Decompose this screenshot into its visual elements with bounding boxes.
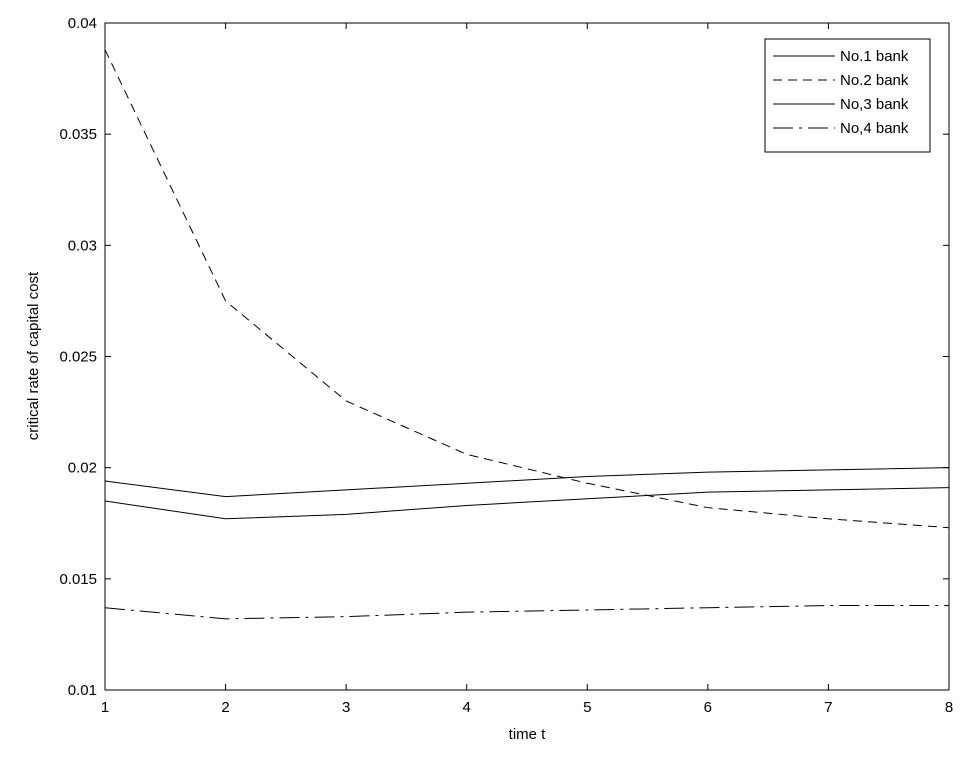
x-tick-label: 2 — [221, 699, 229, 716]
legend-label-4: No,4 bank — [840, 120, 909, 137]
x-tick-label: 4 — [463, 699, 471, 716]
x-tick-label: 1 — [101, 699, 109, 716]
legend-label-2: No.2 bank — [840, 72, 909, 89]
x-tick-label: 3 — [342, 699, 350, 716]
series-line-1 — [104, 467, 950, 498]
y-tick-label: 0.02 — [68, 460, 97, 477]
y-tick-label: 0.03 — [68, 237, 97, 254]
axis-ticks: 1 2 3 4 5 6 7 8 0.01 0.015 0.02 0.025 0.03 0.035 0.04 — [59, 15, 953, 716]
y-axis-label: critical rate of capital cost — [25, 271, 42, 440]
y-tick-label: 0.04 — [68, 15, 97, 32]
y-tick-label: 0.01 — [68, 682, 97, 699]
x-tick-label: 5 — [583, 699, 591, 716]
series-group — [104, 49, 950, 620]
x-axis-label: time t — [509, 726, 547, 743]
legend: No.1 bank No.2 bank No,3 bank No,4 bank — [764, 38, 931, 153]
series-line-2 — [104, 49, 950, 529]
series-line-4 — [104, 605, 949, 620]
series-line-3 — [104, 487, 950, 520]
legend-label-3: No,3 bank — [840, 96, 909, 113]
legend-box — [764, 38, 931, 153]
y-tick-label: 0.025 — [59, 349, 97, 366]
y-tick-label: 0.015 — [59, 571, 97, 588]
legend-label-1: No.1 bank — [840, 48, 909, 65]
x-tick-label: 8 — [945, 699, 953, 716]
x-tick-label: 6 — [704, 699, 712, 716]
x-tick-label: 7 — [824, 699, 832, 716]
y-tick-label: 0.035 — [59, 126, 97, 143]
